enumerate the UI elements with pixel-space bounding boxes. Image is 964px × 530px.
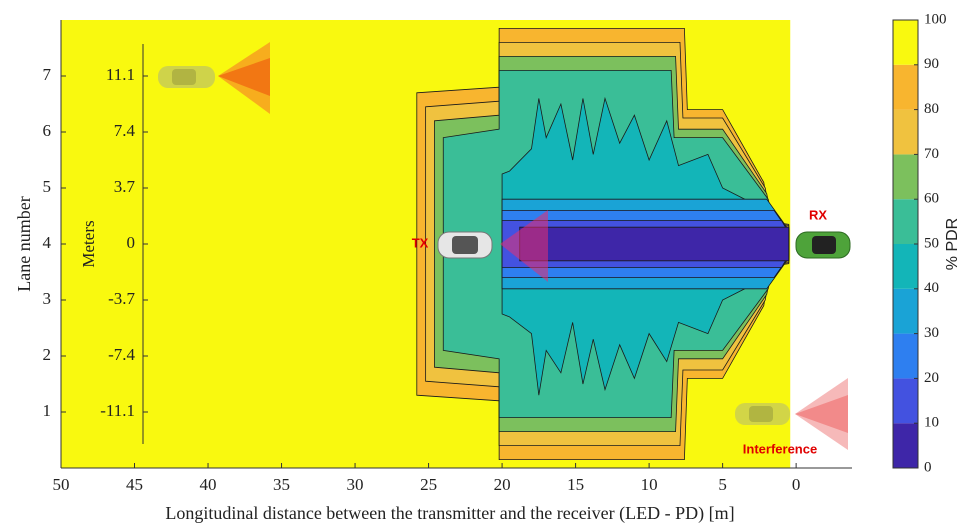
x-tick-label: 40 [200, 475, 217, 494]
car-window [749, 406, 773, 422]
cars [158, 42, 851, 450]
y2-tick-label: 7.4 [114, 121, 136, 140]
colorbar-band [893, 423, 918, 468]
colorbar-band [893, 333, 918, 379]
x-tick-label: 45 [126, 475, 143, 494]
colorbar-tick-label: 0 [924, 459, 932, 475]
signal-cone [500, 210, 548, 282]
colorbar-band [893, 20, 918, 65]
colorbar-tick-label: 20 [924, 370, 939, 386]
y-tick-label: 4 [43, 233, 52, 252]
x-tick-label: 0 [792, 475, 801, 494]
y2-tick-label: 3.7 [114, 177, 136, 196]
x-tick-label: 5 [718, 475, 727, 494]
colorbar-band [893, 64, 918, 110]
annotation: TX [412, 235, 429, 250]
colorbar-label: % PDR [944, 218, 961, 270]
colorbar-tick-label: 90 [924, 56, 939, 72]
x-tick-label: 10 [641, 475, 658, 494]
x-tick-label: 20 [494, 475, 511, 494]
annotation: Interference [743, 441, 817, 456]
colorbar-tick-label: 100 [924, 11, 947, 27]
colorbar-band [893, 199, 918, 244]
colorbar-band [893, 288, 918, 334]
colorbar-band [893, 244, 918, 289]
y-tick-label: 3 [43, 289, 52, 308]
colorbar-band [893, 154, 918, 200]
colorbar-tick-label: 30 [924, 325, 939, 341]
x-tick-label: 35 [273, 475, 290, 494]
colorbar-band [893, 109, 918, 155]
x-tick-label: 50 [53, 475, 70, 494]
colorbar-tick-label: 10 [924, 415, 939, 431]
annotation: RX [809, 207, 827, 222]
y2-tick-label: -11.1 [100, 401, 135, 420]
y2-tick-label: 0 [127, 233, 136, 252]
y2-axis-label: Meters [79, 220, 98, 267]
y-tick-label: 1 [43, 401, 52, 420]
colorbar-tick-label: 80 [924, 101, 939, 117]
x-axis-label: Longitudinal distance between the transm… [165, 503, 734, 524]
colorbar-tick-label: 50 [924, 235, 939, 251]
contour-band [519, 226, 790, 262]
contour-layer [61, 20, 791, 468]
y-axis-label: Lane number [14, 196, 34, 291]
y-tick-label: 7 [43, 65, 52, 84]
colorbar-tick-label: 60 [924, 191, 939, 207]
y-tick-label: 2 [43, 345, 52, 364]
y2-tick-label: -3.7 [108, 289, 135, 308]
colorbar-tick-label: 40 [924, 280, 939, 296]
y-tick-label: 5 [43, 177, 52, 196]
x-tick-label: 25 [420, 475, 437, 494]
x-tick-label: 15 [567, 475, 584, 494]
colorbar-tick-label: 70 [924, 146, 939, 162]
signal-cone [795, 395, 848, 433]
colorbar-band [893, 378, 918, 424]
car-window [812, 236, 836, 254]
signal-cone [218, 58, 270, 96]
car-window [452, 236, 478, 254]
y2-tick-label: 11.1 [106, 65, 135, 84]
car-window [172, 69, 196, 85]
x-tick-label: 30 [347, 475, 364, 494]
y2-tick-label: -7.4 [108, 345, 135, 364]
y-tick-label: 6 [43, 121, 52, 140]
